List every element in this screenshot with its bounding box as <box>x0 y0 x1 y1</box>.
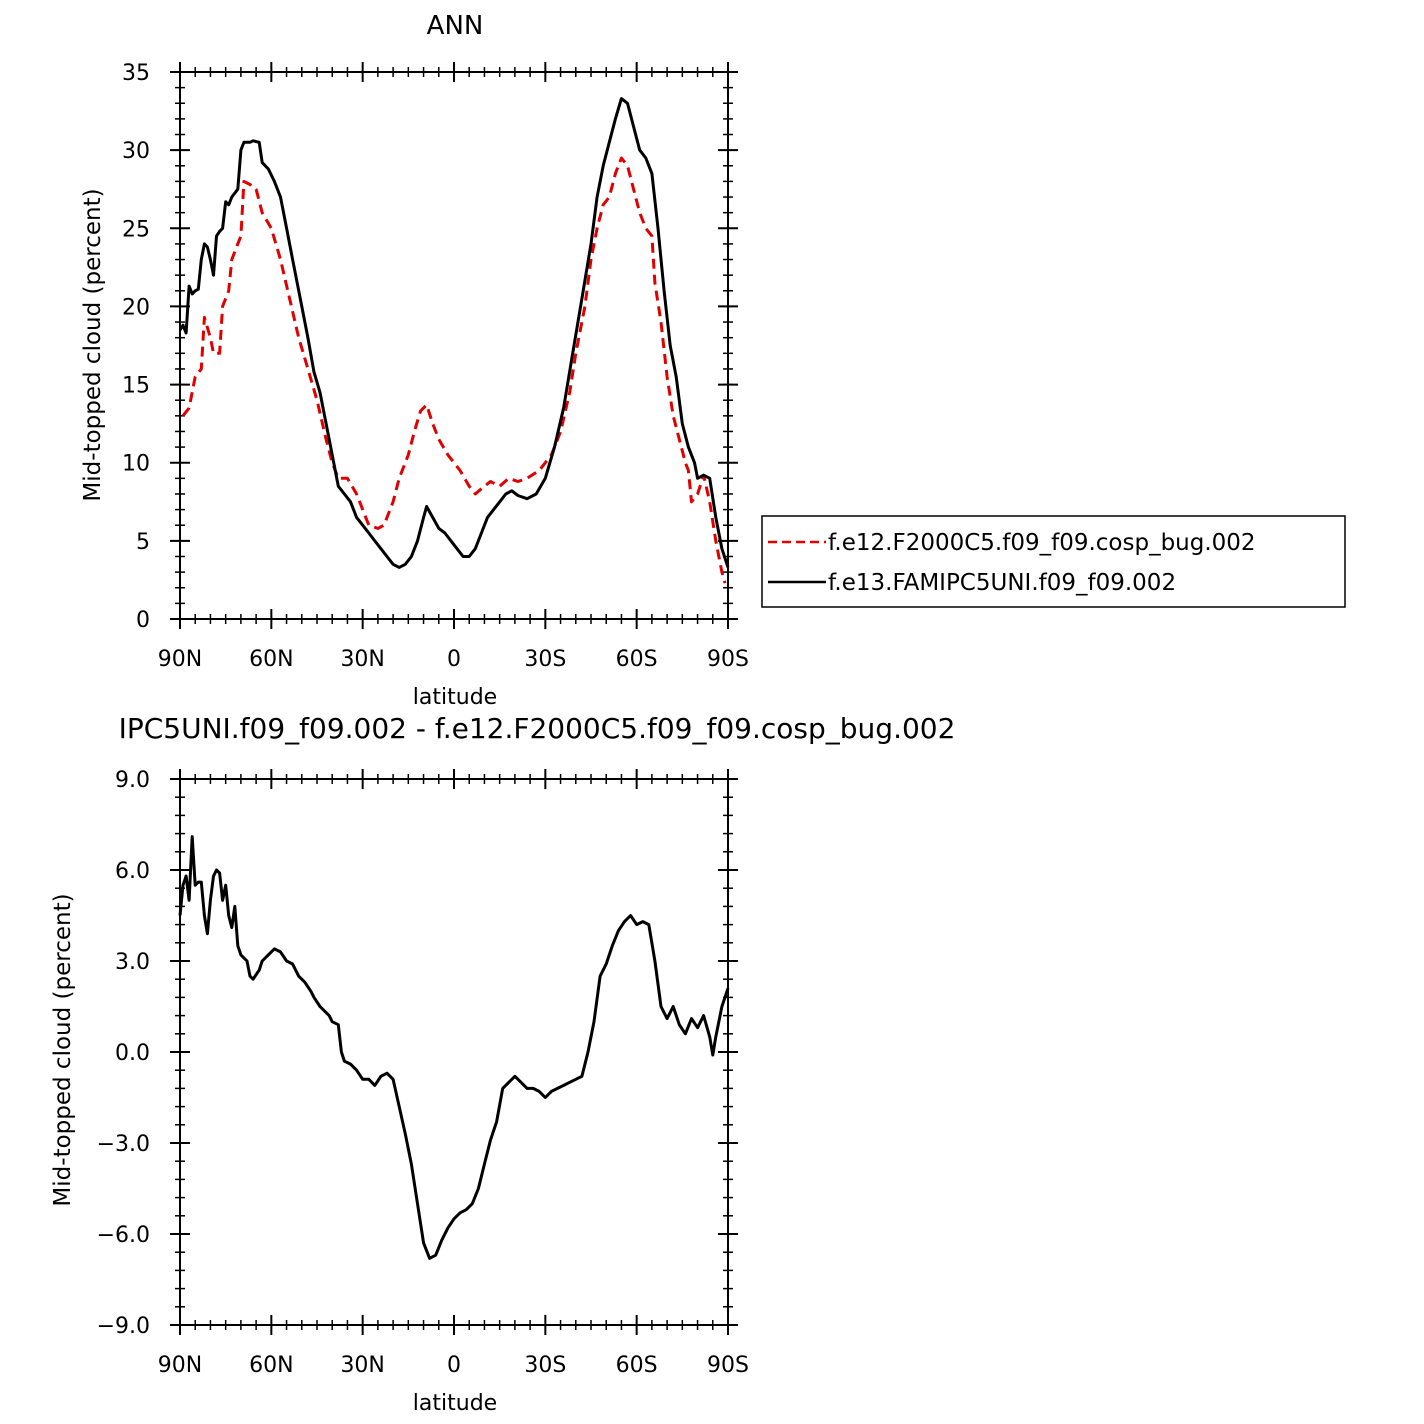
y-tick-label: −6.0 <box>97 1223 150 1248</box>
top-axes: 90N 60N 30N 0 30S 60S 90S 0 5 10 15 20 25 30 35 <box>122 61 749 672</box>
bottom-y-axis-label: Mid-topped cloud (percent) <box>50 893 76 1206</box>
y-tick-label: −3.0 <box>97 1132 150 1157</box>
y-tick-label: 3.0 <box>115 950 150 975</box>
y-tick-label: 5 <box>136 530 150 555</box>
bottom-x-axis-label: latitude <box>413 1391 497 1416</box>
series-line-1 <box>181 156 727 584</box>
x-tick-label: 90N <box>158 1353 202 1378</box>
x-tick-label: 30N <box>340 647 384 672</box>
x-tick-label: 30S <box>524 647 566 672</box>
legend-label-series-1: f.e12.F2000C5.f09_f09.cosp_bug.002 <box>828 530 1256 556</box>
series-line-1 <box>178 835 730 1260</box>
y-tick-label: 6.0 <box>115 859 150 884</box>
x-tick-label: 60S <box>616 647 658 672</box>
top-chart-title: ANN <box>427 11 484 41</box>
top-y-axis-label: Mid-topped cloud (percent) <box>80 188 106 501</box>
x-tick-label: 0 <box>447 1353 461 1378</box>
bottom-panel: IPC5UNI.f09_f09.002 - f.e12.F2000C5.f09_… <box>50 712 955 1416</box>
legend-label-series-2: f.e13.FAMIPC5UNI.f09_f09.002 <box>828 570 1176 596</box>
x-tick-label: 90S <box>707 1353 749 1378</box>
x-tick-label: 30N <box>340 1353 384 1378</box>
top-panel: ANN Mid-topped cloud (percent) latitude … <box>80 11 749 710</box>
y-tick-label: 15 <box>122 374 150 399</box>
bottom-axes: 90N 60N 30N 0 30S 60S 90S −9.0 −6.0 −3.0 0.0 3.0 6.0… <box>97 768 749 1378</box>
x-tick-label: 30S <box>524 1353 566 1378</box>
bottom-series-lines <box>178 835 730 1260</box>
x-tick-label: 90S <box>707 647 749 672</box>
y-tick-label: 0.0 <box>115 1041 150 1066</box>
top-plot-frame <box>179 71 729 620</box>
x-tick-label: 60S <box>616 1353 658 1378</box>
y-tick-label: 10 <box>122 452 150 477</box>
y-tick-label: 0 <box>136 608 150 633</box>
top-series-lines <box>178 97 730 584</box>
series-line-2 <box>178 97 730 569</box>
y-tick-label: −9.0 <box>97 1314 150 1339</box>
x-tick-label: 60N <box>249 1353 293 1378</box>
x-tick-label: 0 <box>447 647 461 672</box>
x-tick-label: 90N <box>158 647 202 672</box>
legend: f.e12.F2000C5.f09_f09.cosp_bug.002 f.e13… <box>761 515 1346 608</box>
bottom-chart-title: IPC5UNI.f09_f09.002 - f.e12.F2000C5.f09_… <box>119 712 956 745</box>
y-tick-label: 20 <box>122 295 150 320</box>
y-tick-label: 30 <box>122 139 150 164</box>
y-tick-label: 9.0 <box>115 768 150 793</box>
y-tick-label: 35 <box>122 61 150 86</box>
top-x-axis-label: latitude <box>413 685 497 710</box>
y-tick-label: 25 <box>122 217 150 242</box>
legend-box <box>761 515 1346 608</box>
bottom-plot-frame <box>179 778 729 1326</box>
x-tick-label: 60N <box>249 647 293 672</box>
